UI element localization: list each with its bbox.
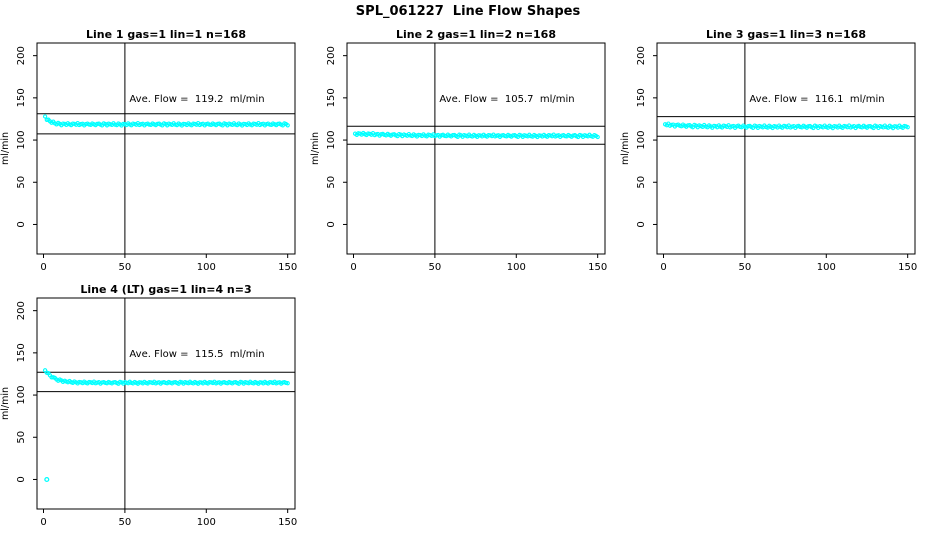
x-tick-label: 150: [278, 517, 297, 528]
x-tick-label: 100: [197, 262, 216, 273]
panel-title: Line 2 gas=1 lin=2 n=168: [396, 28, 556, 41]
x-tick-label: 150: [588, 262, 607, 273]
y-axis-label: ml/min: [620, 132, 631, 165]
y-tick-label: 200: [636, 46, 647, 65]
y-axis-label: ml/min: [0, 387, 11, 420]
panel-line-1: 0 50 100 150 0 50 100 150 200 ml/min Line 1 gas=1 …: [0, 28, 297, 273]
ave-flow-annotation: Ave. Flow = 115.5 ml/min: [129, 349, 264, 360]
y-tick-label: 200: [16, 301, 27, 320]
x-tick-label: 50: [119, 262, 132, 273]
isolated-point: [44, 476, 50, 483]
plot-box: [346, 42, 606, 255]
data-points: [42, 368, 290, 483]
panel-line-2: 0 50 100 150 0 50 100 150 200 ml/min Line 2 gas=1 …: [310, 28, 607, 273]
x-tick-label: 100: [197, 517, 216, 528]
y-tick-label: 150: [636, 88, 647, 107]
y-tick-label: 50: [16, 176, 27, 189]
y-tick-label: 150: [16, 343, 27, 362]
x-tick-label: 50: [429, 262, 442, 273]
x-tick-label: 100: [817, 262, 836, 273]
y-tick-label: 100: [16, 386, 27, 405]
panel-title: Line 4 (LT) gas=1 lin=4 n=3: [80, 283, 251, 296]
y-tick-label: 0: [16, 476, 27, 482]
panel-title: Line 3 gas=1 lin=3 n=168: [706, 28, 866, 41]
panel-title: Line 1 gas=1 lin=1 n=168: [86, 28, 246, 41]
y-axis-label: ml/min: [310, 132, 321, 165]
y-tick-label: 100: [636, 131, 647, 150]
x-tick-label: 0: [660, 262, 666, 273]
x-tick-label: 150: [898, 262, 917, 273]
y-tick-label: 50: [326, 176, 337, 189]
plot-box: [656, 42, 916, 255]
ave-flow-annotation: Ave. Flow = 105.7 ml/min: [439, 94, 574, 105]
x-tick-label: 150: [278, 262, 297, 273]
plot-box: [36, 42, 296, 255]
x-tick-label: 0: [40, 517, 46, 528]
ave-flow-annotation: Ave. Flow = 116.1 ml/min: [749, 94, 884, 105]
data-points: [662, 121, 910, 131]
panel-line-3: 0 50 100 150 0 50 100 150 200 ml/min Line 3 gas=1 …: [620, 28, 917, 273]
y-tick-label: 100: [326, 131, 337, 150]
x-tick-label: 0: [40, 262, 46, 273]
data-points: [352, 130, 600, 140]
panel-line-4: 0 50 100 150 0 50 100 150 200 ml/min Line 4 (LT) g…: [0, 283, 297, 528]
y-tick-label: 150: [16, 88, 27, 107]
x-tick-label: 50: [119, 517, 132, 528]
y-tick-label: 200: [326, 46, 337, 65]
y-tick-label: 150: [326, 88, 337, 107]
y-tick-label: 0: [636, 221, 647, 227]
y-tick-label: 50: [636, 176, 647, 189]
data-points: [42, 114, 290, 128]
y-tick-label: 0: [326, 221, 337, 227]
y-tick-label: 100: [16, 131, 27, 150]
y-tick-label: 0: [16, 221, 27, 227]
x-tick-label: 50: [739, 262, 752, 273]
y-axis-label: ml/min: [0, 132, 11, 165]
ave-flow-annotation: Ave. Flow = 119.2 ml/min: [129, 94, 264, 105]
figure-title: SPL_061227 Line Flow Shapes: [355, 4, 581, 19]
y-tick-label: 50: [16, 431, 27, 444]
x-tick-label: 100: [507, 262, 526, 273]
plot-box: [36, 297, 296, 510]
x-tick-label: 0: [350, 262, 356, 273]
y-tick-label: 200: [16, 46, 27, 65]
